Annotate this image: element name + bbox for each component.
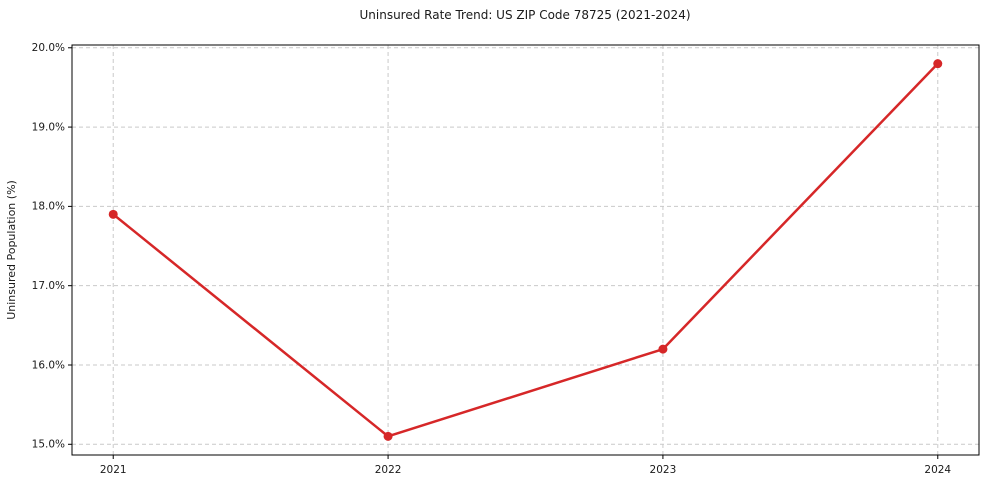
y-tick-label: 20.0% (32, 42, 65, 54)
data-point (658, 344, 668, 354)
chart-title: Uninsured Rate Trend: US ZIP Code 78725 … (359, 8, 690, 22)
data-point (383, 431, 393, 441)
y-tick-label: 16.0% (32, 359, 65, 371)
data-line (111, 62, 940, 438)
y-tick-label: 18.0% (32, 201, 65, 213)
data-point (933, 59, 943, 69)
x-tick-label: 2023 (650, 464, 677, 476)
x-tick-label: 2022 (375, 464, 402, 476)
y-tick-label: 17.0% (32, 280, 65, 292)
data-point (108, 209, 118, 219)
y-tick-label: 19.0% (32, 121, 65, 133)
grid-layer (72, 45, 979, 455)
y-tick-label: 15.0% (32, 439, 65, 451)
data-series-layer (108, 59, 943, 441)
x-tick-label: 2021 (100, 464, 127, 476)
x-tick-label: 2024 (924, 464, 951, 476)
plot-frame (71, 44, 980, 456)
y-axis-label: Uninsured Population (%) (5, 180, 18, 320)
axis-layer: 15.0% 16.0% 17.0% 18.0% 19.0% 20.0% 2021 2022 20… (32, 42, 980, 476)
